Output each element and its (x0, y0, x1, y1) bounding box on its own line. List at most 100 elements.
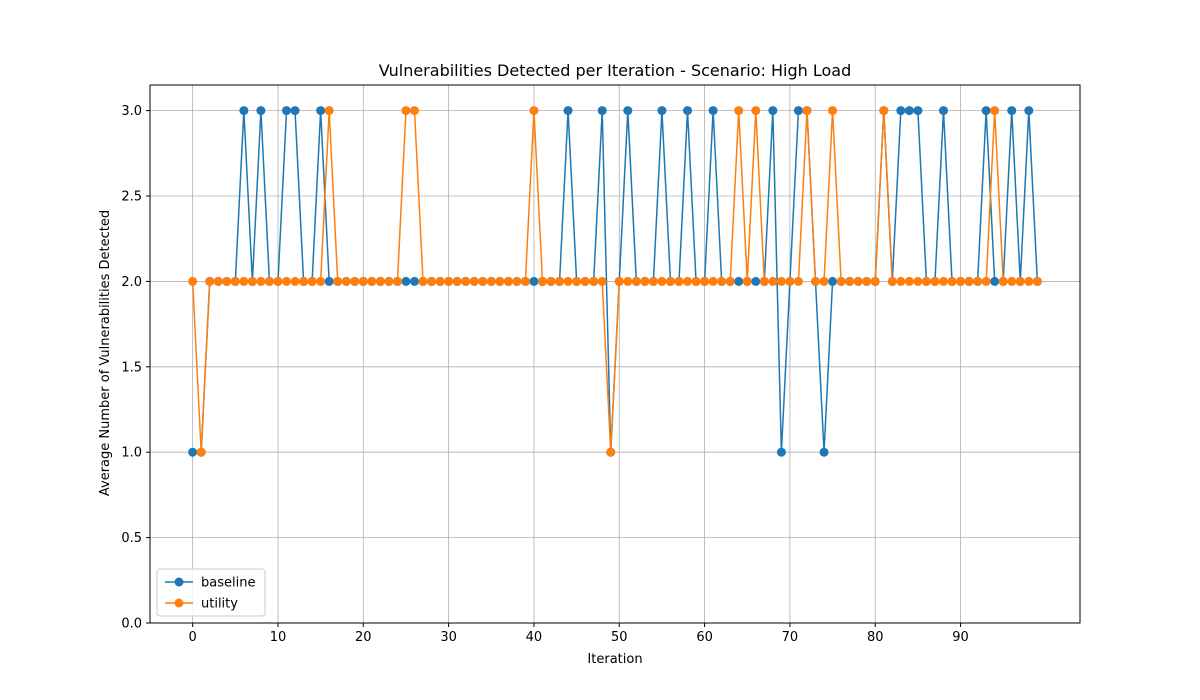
data-point-utility (887, 276, 897, 286)
data-point-utility (375, 276, 385, 286)
legend-label: baseline (201, 576, 255, 591)
data-point-utility (785, 276, 795, 286)
legend-label: utility (201, 597, 238, 612)
data-point-utility (188, 276, 198, 286)
data-point-baseline (776, 447, 786, 457)
data-point-utility (683, 276, 693, 286)
y-axis: 0.0 0.5 1.0 1.5 2.0 2.5 3.0 (121, 104, 150, 632)
data-point-utility (623, 276, 633, 286)
data-point-utility (990, 106, 1000, 116)
x-tick-label: 70 (782, 630, 799, 645)
data-point-utility (273, 276, 283, 286)
series-utility (188, 106, 1042, 457)
data-point-utility (802, 106, 812, 116)
y-tick-label: 2.0 (121, 275, 142, 290)
data-point-utility (1024, 276, 1034, 286)
data-point-utility (674, 276, 684, 286)
data-point-utility (845, 276, 855, 286)
data-point-utility (981, 276, 991, 286)
y-tick-label: 1.5 (121, 360, 142, 375)
data-point-baseline (282, 106, 292, 116)
data-point-utility (427, 276, 437, 286)
data-point-utility (341, 276, 351, 286)
data-point-utility (316, 276, 326, 286)
data-point-utility (486, 276, 496, 286)
data-point-utility (580, 276, 590, 286)
plot-frame (149, 84, 1081, 624)
data-point-utility (657, 276, 667, 286)
data-point-utility (691, 276, 701, 286)
data-point-utility (1007, 276, 1017, 286)
data-point-utility (230, 276, 240, 286)
data-point-baseline (256, 106, 266, 116)
data-point-baseline (793, 106, 803, 116)
data-point-baseline (597, 106, 607, 116)
data-point-utility (870, 276, 880, 286)
data-point-utility (1015, 276, 1025, 286)
data-point-utility (862, 276, 872, 286)
data-point-utility (759, 276, 769, 286)
data-point-utility (333, 276, 343, 286)
data-point-baseline (529, 276, 539, 286)
x-tick-label: 80 (867, 630, 884, 645)
data-point-utility (904, 276, 914, 286)
data-point-utility (213, 276, 223, 286)
chart-title: Vulnerabilities Detected per Iteration -… (379, 61, 851, 80)
data-point-utility (461, 276, 471, 286)
data-point-utility (350, 276, 360, 286)
data-point-utility (768, 276, 778, 286)
data-point-utility (435, 276, 445, 286)
y-tick-label: 2.5 (121, 190, 142, 205)
data-point-utility (256, 276, 266, 286)
data-point-baseline (913, 106, 923, 116)
data-point-baseline (1007, 106, 1017, 116)
data-point-utility (478, 276, 488, 286)
data-point-baseline (409, 276, 419, 286)
data-point-utility (665, 276, 675, 286)
data-point-utility (964, 276, 974, 286)
legend-swatch-marker (174, 577, 184, 587)
data-point-utility (828, 106, 838, 116)
data-point-utility (495, 276, 505, 286)
data-point-utility (913, 276, 923, 286)
data-point-utility (282, 276, 292, 286)
y-tick-label: 0.0 (121, 617, 142, 632)
data-point-utility (239, 276, 249, 286)
data-point-utility (717, 276, 727, 286)
data-point-baseline (623, 106, 633, 116)
data-point-baseline (401, 276, 411, 286)
data-point-baseline (981, 106, 991, 116)
data-point-utility (793, 276, 803, 286)
x-tick-label: 50 (611, 630, 628, 645)
x-axis: 0 10 20 30 40 50 60 70 80 90 (189, 623, 969, 645)
data-point-utility (572, 276, 582, 286)
data-point-utility (700, 276, 710, 286)
data-point-baseline (1024, 106, 1034, 116)
legend-item-utility: utility (165, 597, 238, 612)
data-point-baseline (938, 106, 948, 116)
x-axis-label: Iteration (587, 652, 642, 667)
data-point-utility (1032, 276, 1042, 286)
data-point-utility (648, 276, 658, 286)
data-point-utility (452, 276, 462, 286)
data-point-utility (563, 276, 573, 286)
data-point-utility (956, 276, 966, 286)
data-point-baseline (828, 276, 838, 286)
data-point-baseline (683, 106, 693, 116)
data-point-utility (614, 276, 624, 286)
x-tick-label: 40 (526, 630, 543, 645)
data-point-utility (930, 276, 940, 286)
data-point-utility (819, 276, 829, 286)
data-point-baseline (751, 276, 761, 286)
data-point-utility (290, 276, 300, 286)
data-point-utility (469, 276, 479, 286)
x-tick-label: 60 (696, 630, 713, 645)
data-point-utility (725, 276, 735, 286)
data-point-utility (247, 276, 257, 286)
x-tick-label: 20 (355, 630, 372, 645)
y-tick-label: 3.0 (121, 104, 142, 119)
data-point-utility (512, 276, 522, 286)
legend-box (156, 568, 266, 617)
data-point-utility (196, 447, 206, 457)
